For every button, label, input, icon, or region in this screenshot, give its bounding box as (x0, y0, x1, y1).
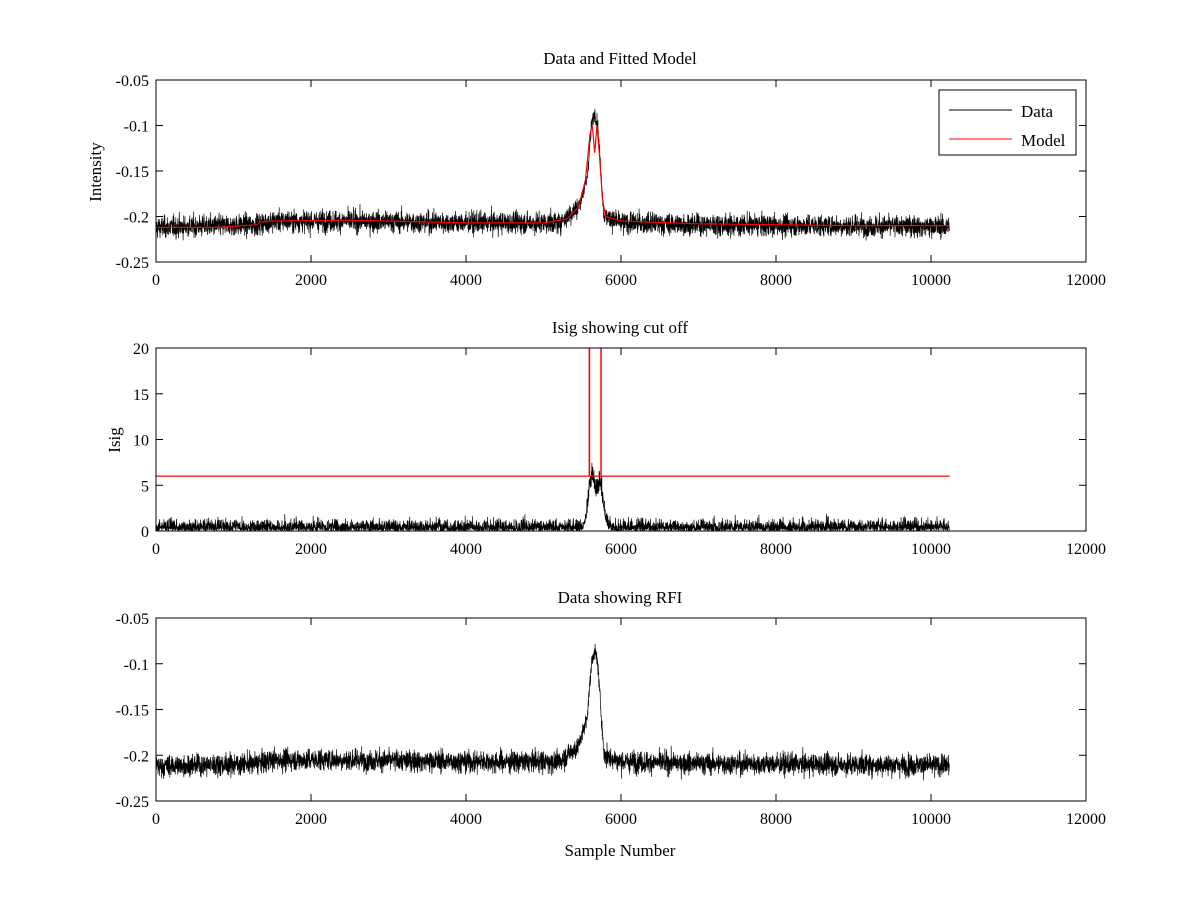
legend: Data Model (938, 89, 1077, 156)
panel-data-rfi: Data showing RFI 0 2000 4000 6000 8000 10000 1… (116, 588, 1106, 860)
series-group (156, 643, 950, 781)
y-tick-label: -0.1 (124, 657, 149, 674)
panel-title: Data and Fitted Model (543, 49, 697, 68)
series-group (156, 348, 950, 531)
x-tick-label: 8000 (760, 811, 792, 828)
y-tick-label: 15 (133, 387, 149, 404)
x-tick-label: 0 (152, 272, 160, 289)
y-tick-label: -0.05 (116, 73, 149, 90)
x-tick-label: 12000 (1066, 272, 1106, 289)
y-tick-label: 5 (141, 478, 149, 495)
legend-box (938, 89, 1077, 156)
panel-isig: Isig showing cut off Isig 0 2000 4000 6000 8… (105, 318, 1106, 558)
x-tick-label: 8000 (760, 272, 792, 289)
plot-area (156, 109, 950, 241)
x-axis-label: Sample Number (565, 841, 676, 860)
series-group (156, 109, 950, 241)
x-tick-label: 0 (152, 811, 160, 828)
y-tick-label: 10 (133, 433, 149, 450)
y-tick-label: -0.15 (116, 164, 149, 181)
x-tick-label: 4000 (450, 811, 482, 828)
plot-area (156, 643, 950, 781)
panel-title: Isig showing cut off (552, 318, 688, 337)
legend-label-data: Data (1021, 102, 1054, 121)
axis-ticks: 0 2000 4000 6000 8000 10000 12000 -0.25 -0.2 -0.1… (116, 611, 1106, 828)
x-tick-label: 10000 (911, 541, 951, 558)
y-tick-label: -0.1 (124, 119, 149, 136)
x-tick-label: 6000 (605, 541, 637, 558)
legend-label-model: Model (1021, 131, 1066, 150)
y-tick-label: -0.15 (116, 703, 149, 720)
series-line-0 (156, 462, 950, 531)
x-tick-label: 0 (152, 541, 160, 558)
x-tick-label: 6000 (605, 272, 637, 289)
axis-ticks: 0 2000 4000 6000 8000 10000 12000 0 5 10 15 20 (133, 341, 1106, 558)
axis-ticks: 0 2000 4000 6000 8000 10000 12000 -0.25 -0.2 -0.1… (116, 73, 1106, 289)
x-tick-label: 12000 (1066, 811, 1106, 828)
plot-area (156, 348, 950, 531)
x-tick-label: 10000 (911, 811, 951, 828)
y-tick-label: 0 (141, 524, 149, 541)
x-tick-label: 12000 (1066, 541, 1106, 558)
x-tick-label: 4000 (450, 272, 482, 289)
x-tick-label: 2000 (295, 541, 327, 558)
y-axis-label: Intensity (86, 142, 105, 202)
panel-title: Data showing RFI (558, 588, 683, 607)
x-tick-label: 8000 (760, 541, 792, 558)
x-tick-label: 2000 (295, 811, 327, 828)
x-tick-label: 10000 (911, 272, 951, 289)
panel-data-and-model: Data and Fitted Model Intensity 0 2000 400… (86, 49, 1106, 289)
y-axis-label: Isig (105, 427, 124, 453)
y-tick-label: -0.05 (116, 611, 149, 628)
y-tick-label: -0.25 (116, 255, 149, 272)
x-tick-label: 6000 (605, 811, 637, 828)
series-line-0 (156, 643, 950, 781)
x-tick-label: 2000 (295, 272, 327, 289)
x-tick-label: 4000 (450, 541, 482, 558)
model-line-1 (156, 125, 950, 228)
y-tick-label: -0.25 (116, 794, 149, 811)
series-line-1 (156, 348, 950, 477)
y-tick-label: -0.2 (124, 210, 149, 227)
y-tick-label: -0.2 (124, 748, 149, 765)
y-tick-label: 20 (133, 341, 149, 358)
